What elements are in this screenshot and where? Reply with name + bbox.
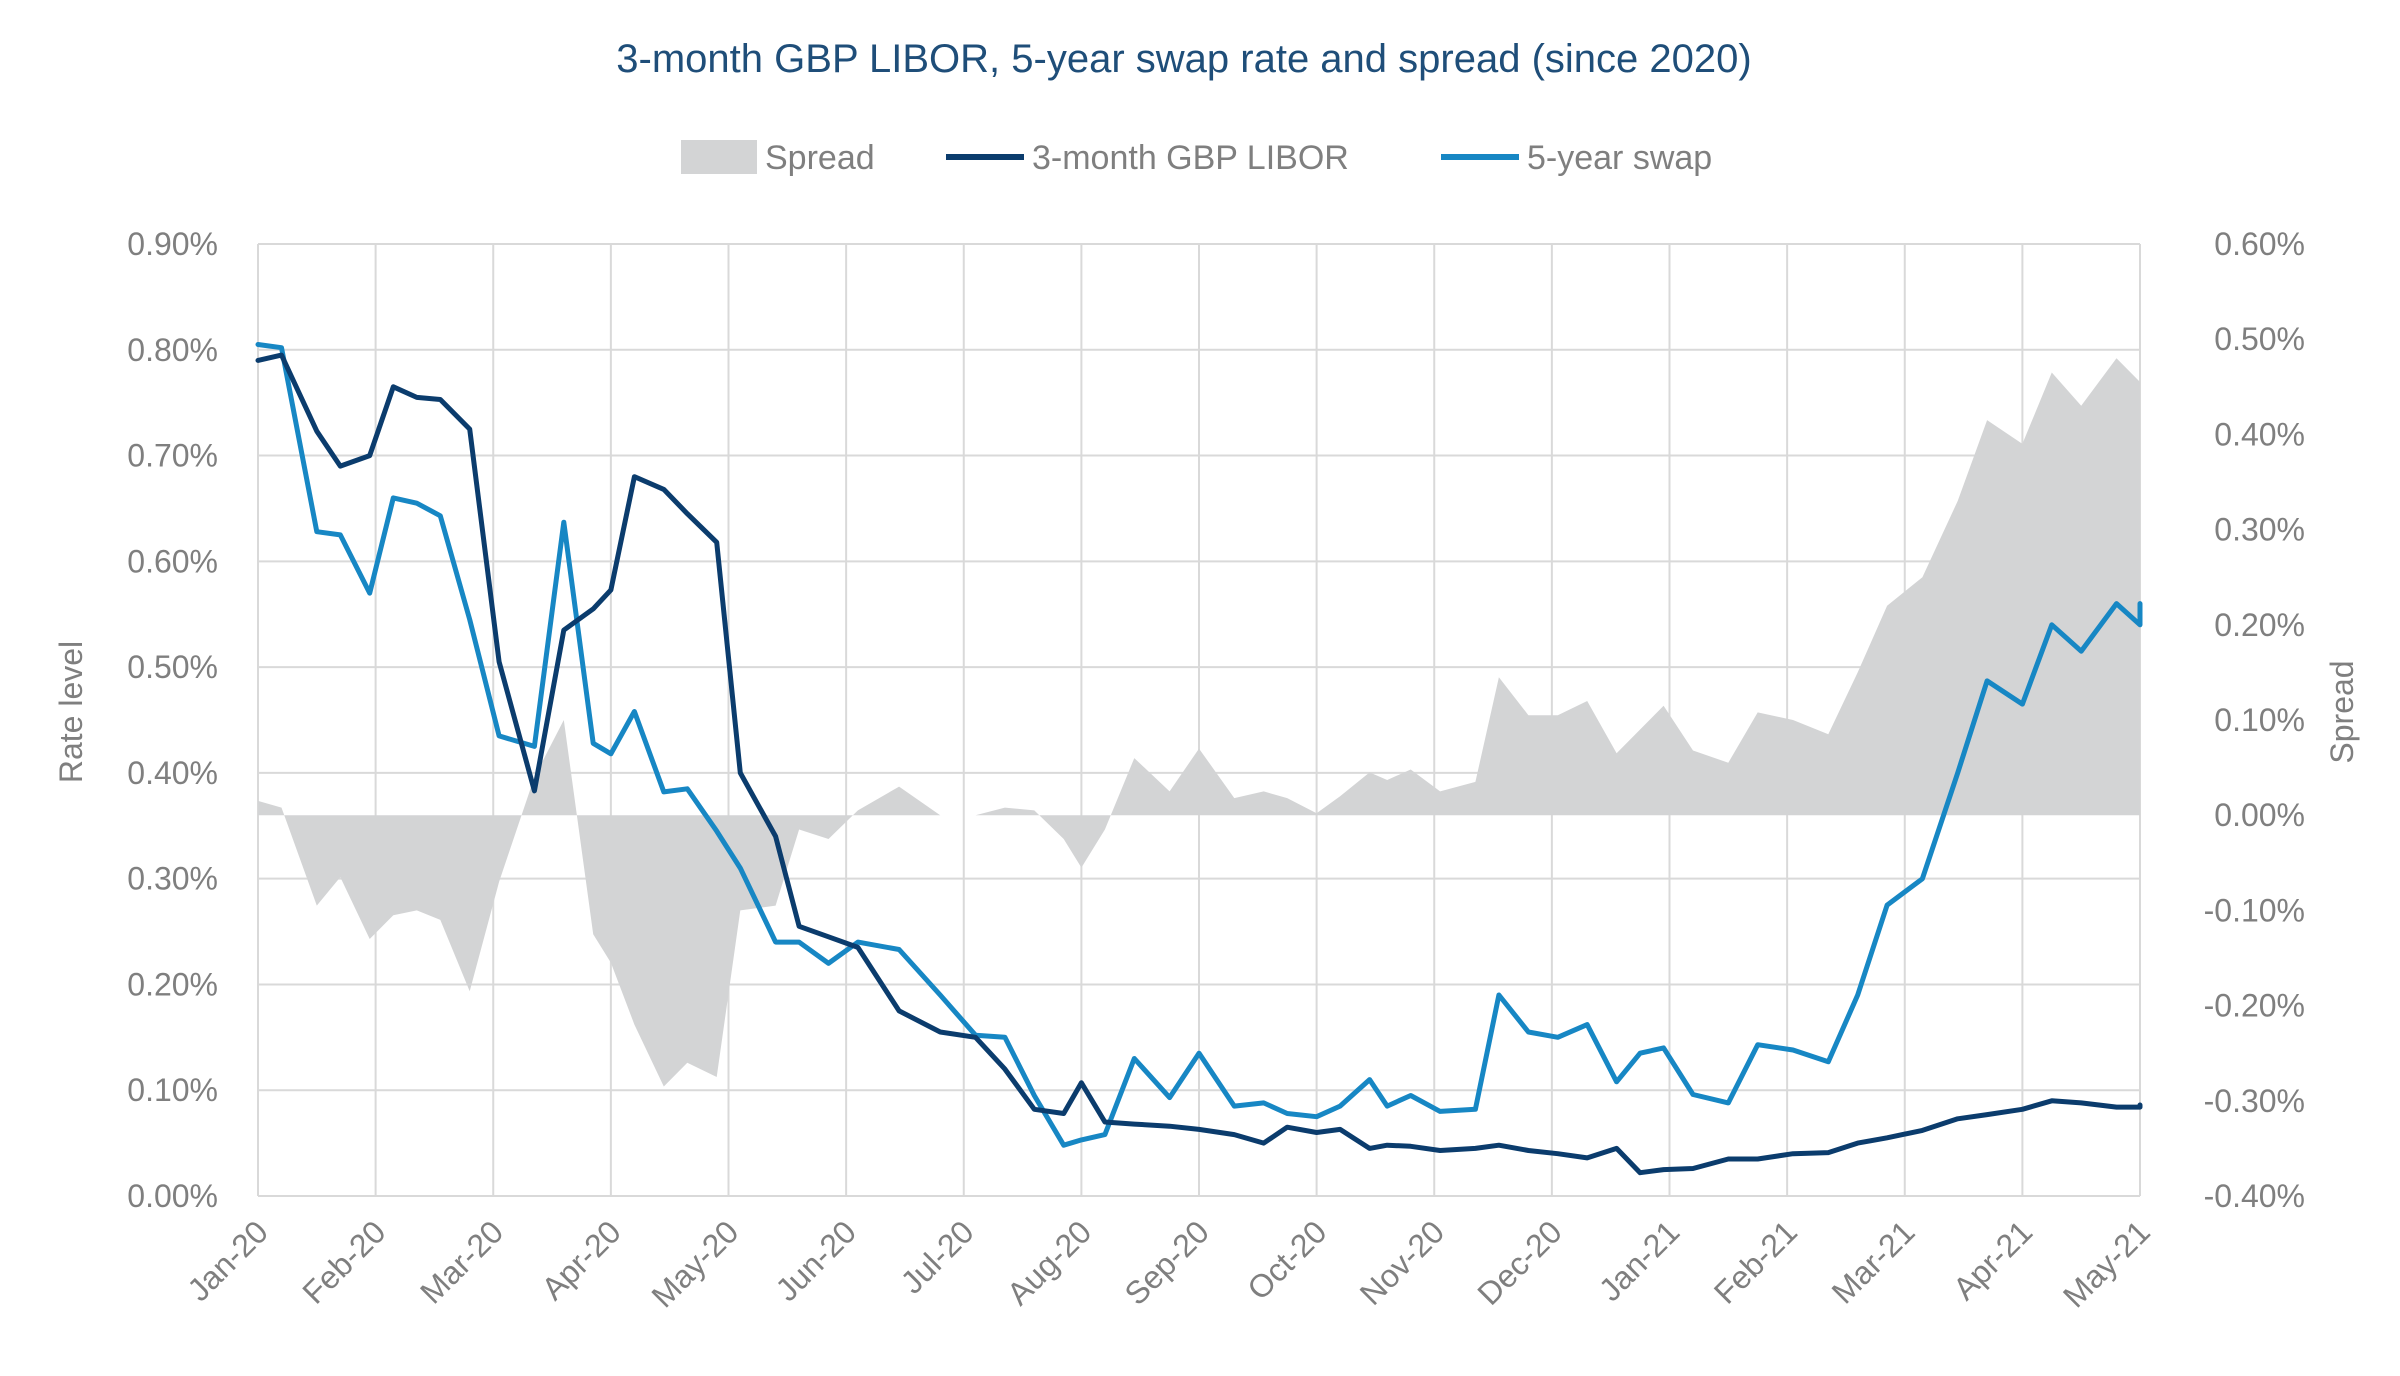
left-axis-label: Rate level [53, 641, 89, 783]
right-axis-label: Spread [2324, 660, 2360, 763]
left-tick-label: 0.50% [127, 649, 218, 685]
x-tick-label: Mar-21 [1825, 1213, 1922, 1310]
right-tick-label: -0.10% [2204, 892, 2305, 928]
right-tick-label: 0.00% [2214, 797, 2305, 833]
left-tick-label: 0.10% [127, 1072, 218, 1108]
x-tick-label: Apr-21 [1946, 1213, 2039, 1306]
right-tick-label: 0.60% [2214, 226, 2305, 262]
left-tick-label: 0.40% [127, 755, 218, 791]
libor-line [255, 352, 2143, 1176]
x-tick-label: Feb-21 [1707, 1213, 1804, 1310]
x-tick-label: Feb-20 [295, 1213, 392, 1310]
swap-line [255, 342, 2143, 1148]
x-tick-label: Aug-20 [1000, 1213, 1098, 1311]
right-tick-label: 0.50% [2214, 321, 2305, 357]
legend-label-libor: 3-month GBP LIBOR [1032, 139, 1349, 177]
left-tick-label: 0.60% [127, 543, 218, 579]
x-tick-label: Oct-20 [1240, 1213, 1333, 1306]
right-tick-label: 0.40% [2214, 416, 2305, 452]
right-tick-label: 0.10% [2214, 702, 2305, 738]
x-tick-label: Mar-20 [413, 1213, 510, 1310]
right-tick-label: 0.20% [2214, 607, 2305, 643]
x-tick-label: Jul-20 [894, 1213, 981, 1300]
spread-area-layer [258, 358, 2140, 1087]
left-tick-label: 0.20% [127, 966, 218, 1002]
right-tick-label: -0.30% [2204, 1083, 2305, 1119]
left-tick-label: 0.30% [127, 861, 218, 897]
x-tick-label: Jan-21 [1592, 1213, 1687, 1308]
x-tick-label: Sep-20 [1118, 1213, 1216, 1311]
chart-legend: Spread 3-month GBP LIBOR 5-year swap [681, 139, 1712, 177]
x-axis-ticks: Jan-20 Feb-20 Mar-20 Apr-20 May-20 Jun-20 Jul-… [180, 1213, 2157, 1314]
series-lines-layer [255, 342, 2143, 1176]
x-tick-label: Jun-20 [768, 1213, 863, 1308]
legend-label-spread: Spread [765, 139, 875, 177]
left-tick-label: 0.90% [127, 226, 218, 262]
x-tick-label: Apr-20 [534, 1213, 627, 1306]
x-tick-label: Nov-20 [1353, 1213, 1451, 1311]
right-axis-ticks: -0.40% -0.30% -0.20% -0.10% 0.00% 0.10% 0.20% 0… [2204, 226, 2305, 1214]
left-tick-label: 0.70% [127, 438, 218, 474]
legend-swatch-spread [681, 140, 757, 174]
left-axis-ticks: 0.00% 0.10% 0.20% 0.30% 0.40% 0.50% 0.60% 0.70%… [127, 226, 218, 1214]
x-tick-label: Dec-20 [1470, 1213, 1568, 1311]
x-tick-label: Jan-20 [180, 1213, 275, 1308]
right-tick-label: -0.20% [2204, 988, 2305, 1024]
x-tick-label: May-20 [645, 1213, 746, 1314]
left-tick-label: 0.00% [127, 1178, 218, 1214]
x-tick-label: May-21 [2056, 1213, 2157, 1314]
legend-label-swap: 5-year swap [1527, 139, 1712, 177]
chart-title: 3-month GBP LIBOR, 5-year swap rate and … [616, 37, 1751, 81]
right-tick-label: 0.30% [2214, 512, 2305, 548]
spread-area [258, 358, 2140, 1087]
right-tick-label: -0.40% [2204, 1178, 2305, 1214]
left-tick-label: 0.80% [127, 332, 218, 368]
